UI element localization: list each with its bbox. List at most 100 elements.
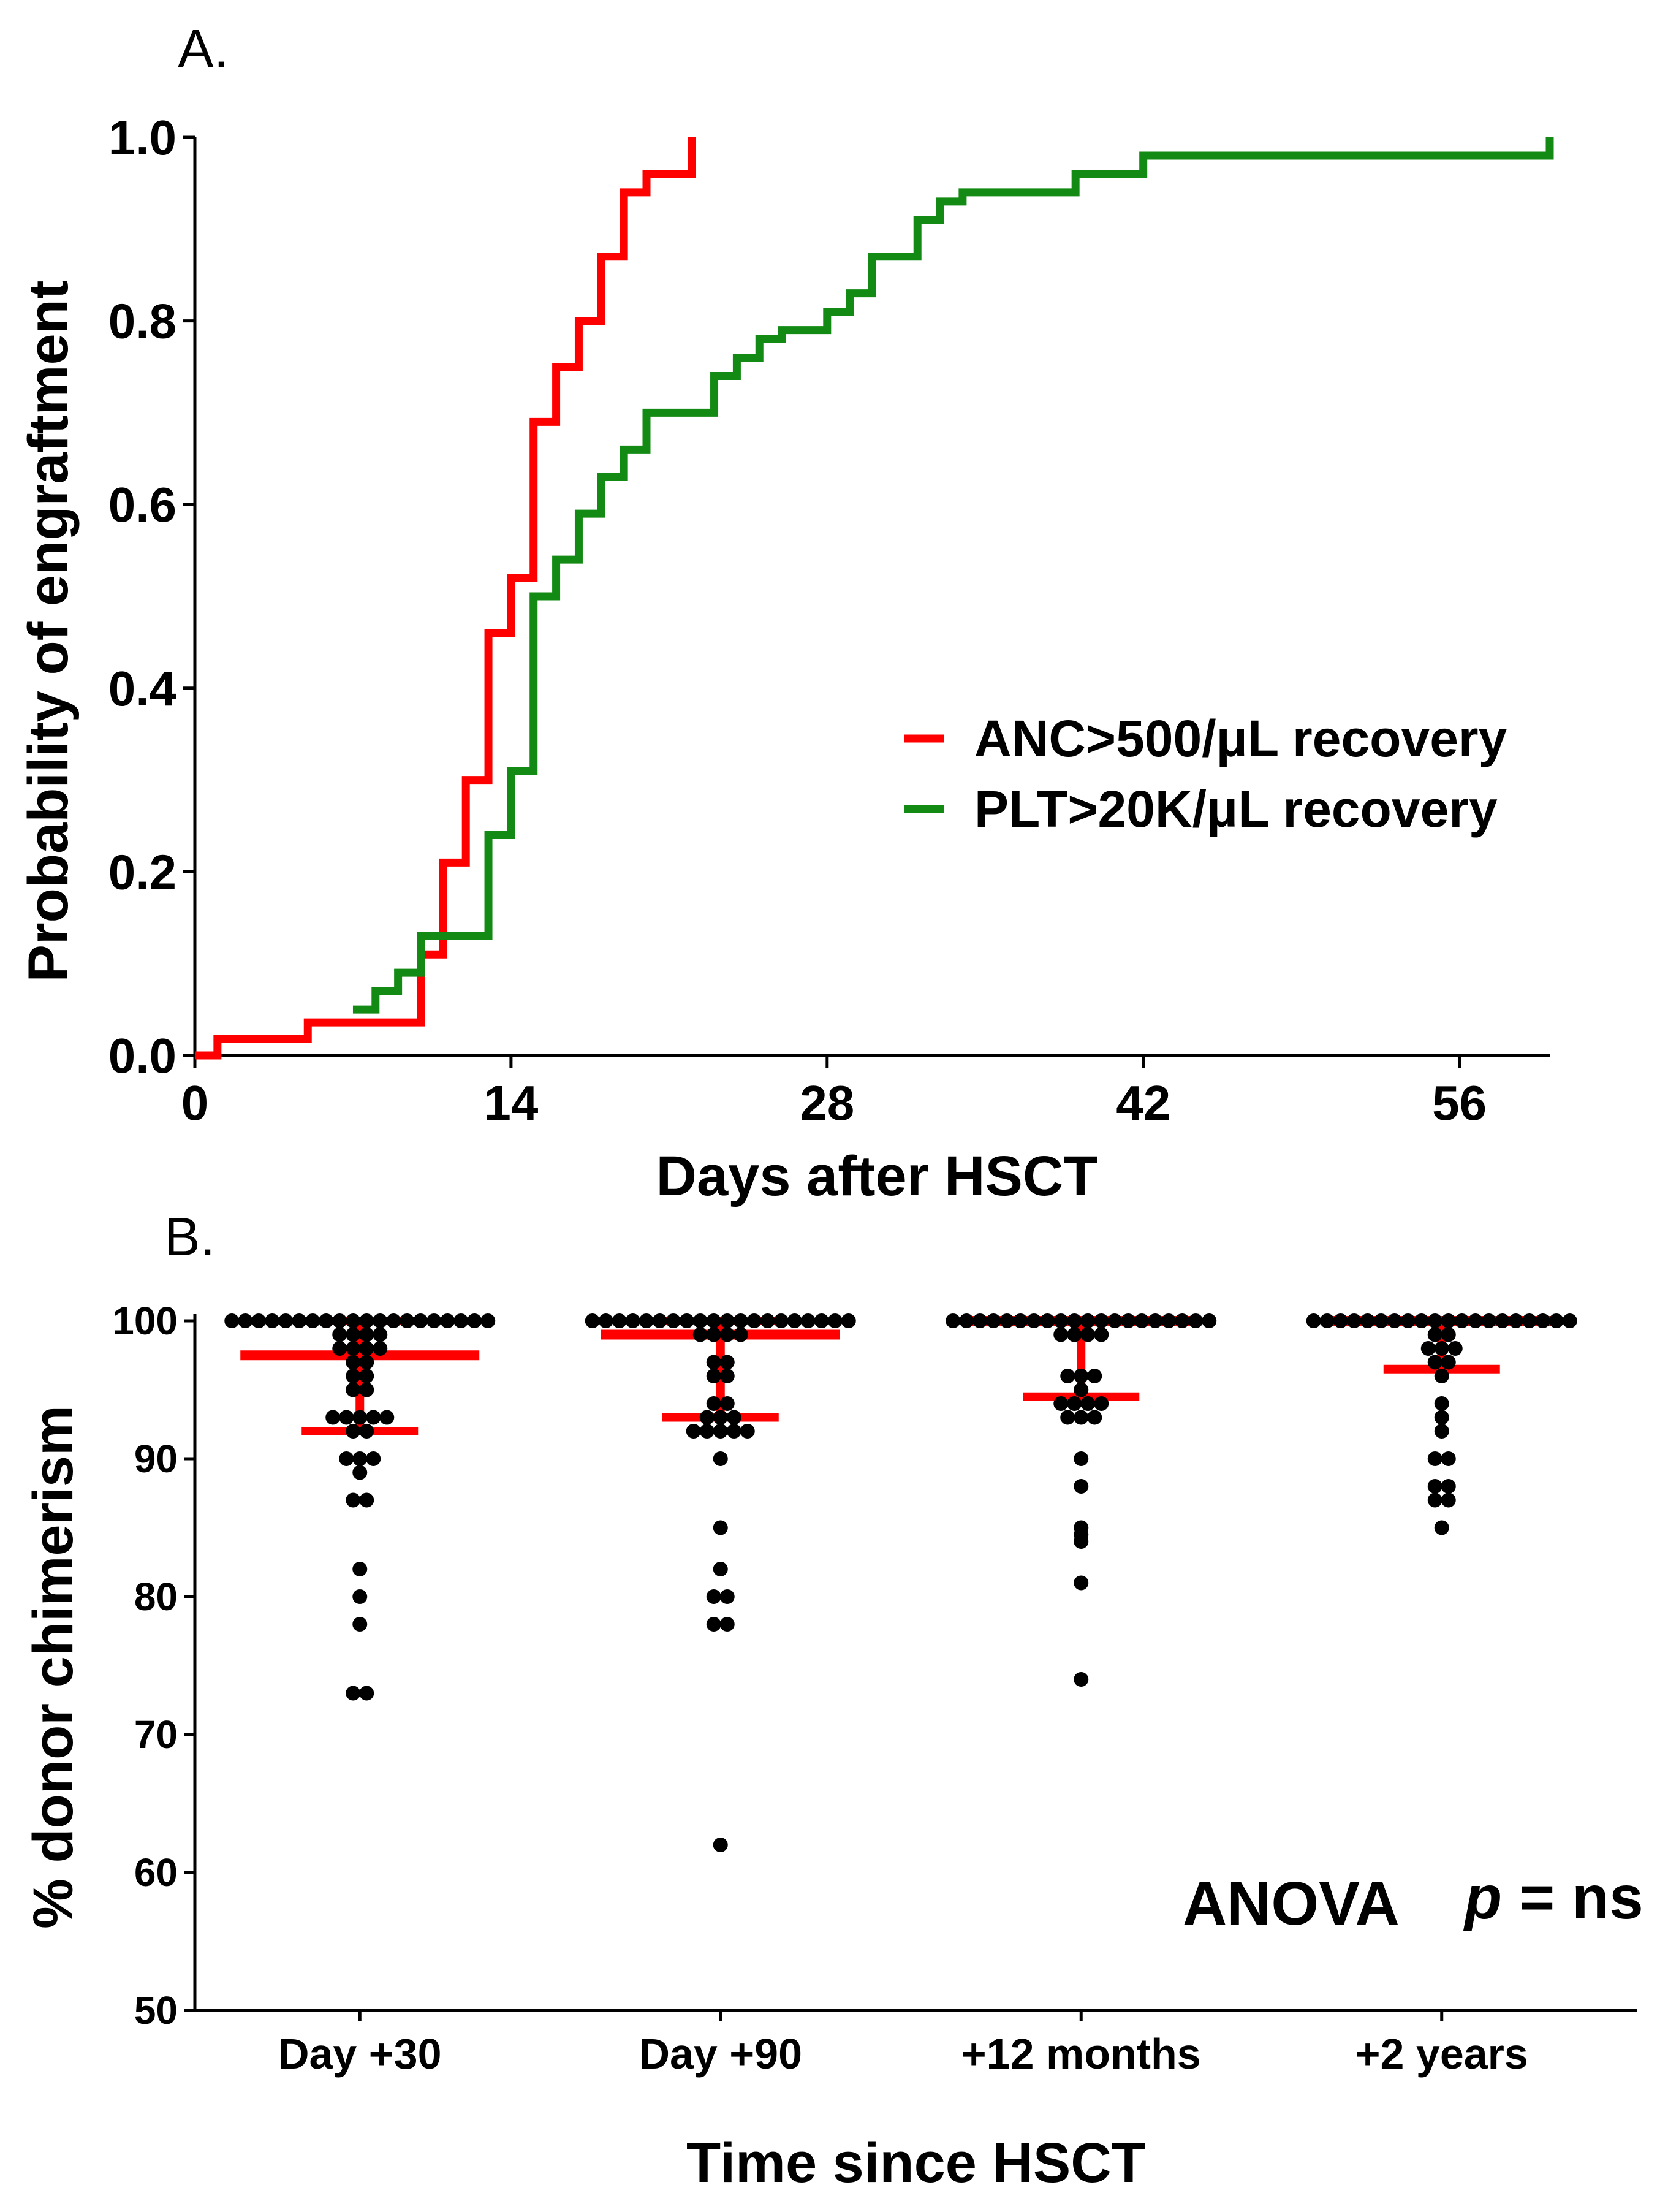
- data-point: [598, 1313, 613, 1328]
- data-point: [1420, 1341, 1436, 1356]
- data-point: [706, 1396, 721, 1411]
- data-point: [986, 1313, 1001, 1328]
- data-point: [332, 1341, 347, 1356]
- panel-a-y-axis-title: Probability of engraftment: [17, 281, 80, 982]
- group-2: [946, 1313, 1217, 1687]
- data-point: [359, 1382, 374, 1397]
- data-point: [814, 1313, 829, 1328]
- data-point: [1074, 1451, 1089, 1466]
- data-point: [1107, 1313, 1123, 1328]
- data-point: [1434, 1520, 1449, 1535]
- category-label: Day +90: [639, 2030, 802, 2078]
- data-point: [1060, 1369, 1075, 1383]
- data-point: [787, 1313, 802, 1328]
- data-point: [1080, 1327, 1096, 1342]
- data-point: [1053, 1313, 1069, 1328]
- data-point: [1067, 1327, 1082, 1342]
- data-point: [346, 1355, 361, 1370]
- data-point: [440, 1313, 455, 1328]
- data-point: [1074, 1382, 1089, 1397]
- data-point: [1522, 1313, 1537, 1328]
- panel-a-x-axis-title: Days after HSCT: [656, 1145, 1098, 1207]
- data-point: [1562, 1313, 1577, 1328]
- data-point: [1434, 1396, 1449, 1411]
- data-point: [346, 1686, 361, 1701]
- data-point: [319, 1313, 334, 1328]
- data-point: [1549, 1313, 1564, 1328]
- data-point: [325, 1410, 341, 1425]
- panel-b: B. % donor chimerism Time since HSCT 50 6…: [22, 1206, 1643, 2194]
- panel-a-y-ticks: 0.0 0.2 0.4 0.6 0.8 1.0: [108, 110, 195, 1083]
- data-point: [1074, 1410, 1089, 1425]
- data-point: [1427, 1313, 1442, 1328]
- data-point: [1161, 1313, 1177, 1328]
- data-point: [359, 1355, 374, 1370]
- data-point: [733, 1327, 748, 1342]
- data-point: [972, 1313, 988, 1328]
- data-point: [1441, 1313, 1456, 1328]
- data-point: [346, 1369, 361, 1383]
- data-point: [800, 1313, 816, 1328]
- data-point: [1333, 1313, 1348, 1328]
- data-point: [719, 1327, 735, 1342]
- data-point: [1434, 1369, 1449, 1383]
- data-point: [1481, 1313, 1496, 1328]
- data-point: [1441, 1479, 1456, 1494]
- group-1: [585, 1313, 856, 1852]
- y-tick-label: 80: [134, 1575, 178, 1619]
- data-point: [426, 1313, 442, 1328]
- data-point: [453, 1313, 469, 1328]
- data-point: [373, 1327, 388, 1342]
- data-point: [1134, 1313, 1150, 1328]
- y-tick-label: 1.0: [108, 110, 176, 165]
- data-point: [1087, 1410, 1102, 1425]
- data-point: [1427, 1492, 1442, 1508]
- data-point: [359, 1369, 374, 1383]
- data-point: [1400, 1313, 1416, 1328]
- data-point: [719, 1313, 735, 1328]
- data-point: [1074, 1369, 1089, 1383]
- data-point: [413, 1313, 428, 1328]
- panel-a: A. Probability of engraftment Days after…: [17, 18, 1554, 1207]
- data-point: [346, 1492, 361, 1508]
- panel-b-groups: [224, 1313, 1577, 1852]
- data-point: [352, 1617, 368, 1632]
- data-point: [706, 1617, 721, 1632]
- data-point: [719, 1589, 735, 1604]
- data-point: [1074, 1672, 1089, 1687]
- data-point: [373, 1313, 388, 1328]
- data-point: [740, 1424, 755, 1439]
- data-point: [346, 1382, 361, 1397]
- anova-p-value: = ns: [1502, 1863, 1643, 1932]
- data-point: [379, 1410, 395, 1425]
- data-point: [292, 1313, 307, 1328]
- data-point: [359, 1424, 374, 1439]
- data-point: [719, 1369, 735, 1383]
- data-point: [305, 1313, 320, 1328]
- data-point: [1121, 1313, 1136, 1328]
- data-point: [352, 1589, 368, 1604]
- data-point: [1053, 1327, 1069, 1342]
- panel-a-legend: ANC>500/μL recovery PLT>20K/μL recovery: [904, 710, 1507, 838]
- data-point: [1434, 1410, 1449, 1425]
- data-point: [332, 1313, 347, 1328]
- data-point: [346, 1341, 361, 1356]
- data-point: [1013, 1313, 1028, 1328]
- data-point: [719, 1617, 735, 1632]
- data-point: [224, 1313, 240, 1328]
- data-point: [1427, 1355, 1442, 1370]
- anova-p-symbol: p: [1463, 1863, 1502, 1932]
- x-tick-label: 14: [483, 1076, 538, 1130]
- data-point: [238, 1313, 253, 1328]
- anc-recovery-curve: [195, 137, 696, 1060]
- data-point: [366, 1410, 381, 1425]
- panel-a-label: A.: [178, 18, 229, 79]
- data-point: [726, 1410, 741, 1425]
- data-point: [352, 1465, 368, 1480]
- panel-a-series: [195, 137, 1554, 1060]
- data-point: [585, 1313, 600, 1328]
- data-point: [686, 1424, 701, 1439]
- data-point: [1508, 1313, 1523, 1328]
- data-point: [1188, 1313, 1204, 1328]
- data-point: [332, 1327, 347, 1342]
